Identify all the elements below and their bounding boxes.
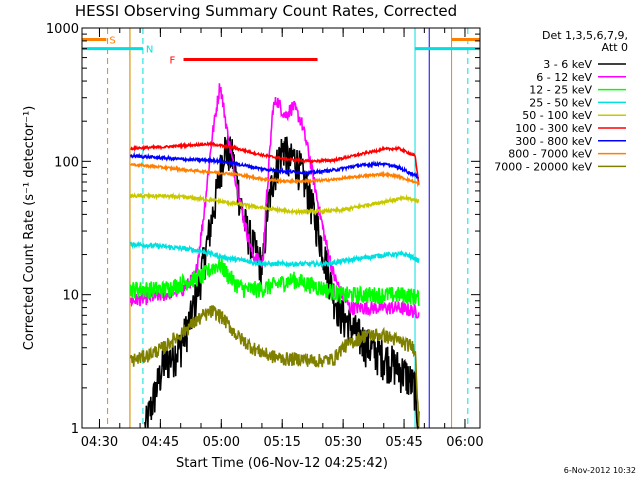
y-tick-label-3: 1000 — [46, 22, 79, 37]
x-tick-label-0: 04:30 — [81, 435, 118, 450]
timestamp: 6-Nov-2012 10:32 — [564, 466, 636, 475]
legend-label-4: 50 - 100 keV — [522, 109, 592, 122]
x-tick-label-2: 05:00 — [203, 435, 240, 450]
legend-label-0: 3 - 6 keV — [543, 58, 592, 71]
x-axis-label: Start Time (06-Nov-12 04:25:42) — [176, 456, 388, 471]
plot-frame — [81, 27, 481, 429]
series-line-2 — [129, 256, 420, 307]
legend-label-3: 25 - 50 keV — [529, 96, 592, 109]
series-line-5 — [130, 140, 420, 185]
y-tick-label-2: 100 — [54, 155, 79, 170]
chart-title: HESSI Observing Summary Count Rates, Cor… — [75, 2, 457, 20]
axes: 1 10 100 1000 04:30 04:45 05:00 05:15 05:30 05:45… — [46, 22, 484, 450]
x-tick-label-3: 05:15 — [263, 435, 300, 450]
y-axis-label: Corrected Count Rate (s⁻¹ detector⁻¹) — [22, 106, 37, 351]
x-tick-label-6: 06:00 — [446, 435, 483, 450]
series-line-6 — [129, 151, 419, 179]
y-tick-label-1: 10 — [62, 289, 79, 304]
flag-n-label: N — [146, 45, 153, 56]
legend-label-8: 7000 - 20000 keV — [494, 160, 592, 173]
series-line-4 — [129, 191, 420, 216]
x-tick-label-5: 05:45 — [385, 435, 422, 450]
plot-area: S N F — [82, 28, 480, 430]
flag-f-label: F — [170, 56, 176, 67]
legend-label-1: 6 - 12 keV — [536, 71, 592, 84]
x-tick-label-1: 04:45 — [142, 435, 179, 450]
legend-label-5: 100 - 300 keV — [515, 122, 592, 135]
legend-label-6: 300 - 800 keV — [515, 135, 592, 148]
legend-label-2: 12 - 25 keV — [529, 84, 592, 97]
legend-label-7: 800 - 7000 keV — [508, 148, 592, 161]
flag-s-label: S — [109, 35, 115, 46]
series-line-8 — [129, 304, 420, 427]
series-line-7 — [130, 161, 420, 188]
x-tick-label-4: 05:30 — [324, 435, 361, 450]
legend-header-line-1: Det 1,3,5,6,7,9, — [542, 29, 628, 42]
y-tick-label-0: 1 — [71, 422, 79, 437]
series-line-3 — [129, 240, 420, 269]
legend-header-line-2: Att 0 — [602, 41, 628, 54]
